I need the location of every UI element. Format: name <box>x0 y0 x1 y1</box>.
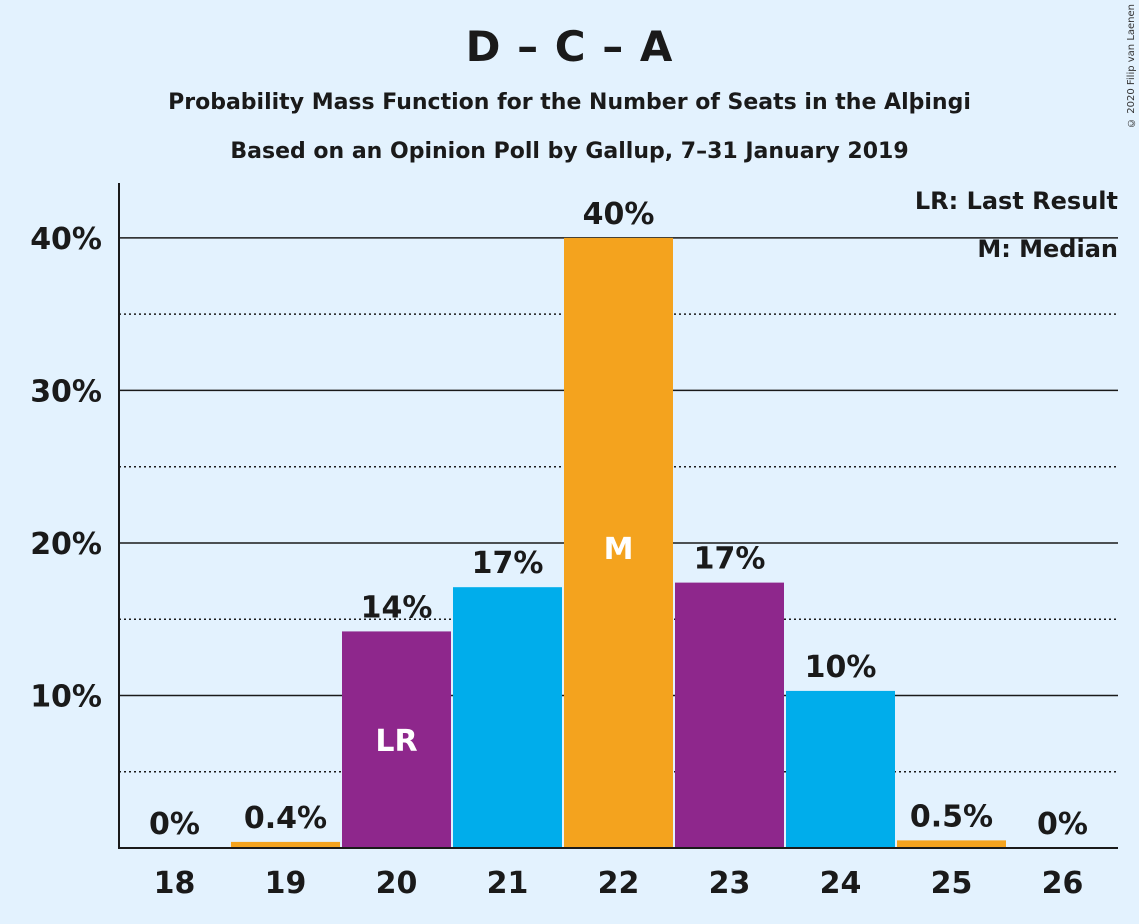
marker-lr: LR <box>375 724 417 759</box>
chart-subtitle: Probability Mass Function for the Number… <box>168 90 971 115</box>
value-label-20: 14% <box>361 590 433 625</box>
bars <box>231 237 1006 848</box>
value-label-21: 17% <box>472 546 544 581</box>
x-tick-label: 26 <box>1042 866 1084 901</box>
bar-19 <box>231 841 340 848</box>
chart-title: D – C – A <box>465 22 674 71</box>
data-labels: 0% 18 0.4% 19 14% 20 LR 17% 21 40% 22 M 17% 23 10% 24 0.… <box>149 197 1088 901</box>
x-tick-label: 22 <box>598 866 640 901</box>
value-label-23: 17% <box>694 542 766 577</box>
chart-subtitle-source: Based on an Opinion Poll by Gallup, 7–31… <box>230 139 909 164</box>
x-tick-label: 23 <box>709 866 751 901</box>
x-tick-label: 20 <box>376 866 418 901</box>
value-label-26: 0% <box>1037 807 1088 842</box>
x-tick-label: 21 <box>487 866 529 901</box>
bar-23 <box>675 582 784 848</box>
bar-24 <box>786 690 895 848</box>
marker-m: M <box>604 532 634 567</box>
value-label-18: 0% <box>149 807 200 842</box>
value-label-19: 0.4% <box>244 801 327 836</box>
legend-median: M: Median <box>977 235 1118 263</box>
value-label-25: 0.5% <box>910 799 993 834</box>
x-tick-label: 24 <box>820 866 862 901</box>
x-tick-label: 25 <box>931 866 973 901</box>
y-tick-label: 30% <box>30 374 102 409</box>
x-tick-label: 19 <box>265 866 307 901</box>
y-tick-label: 40% <box>30 222 102 257</box>
bar-20 <box>342 631 451 848</box>
bar-25 <box>897 840 1006 848</box>
y-tick-label: 20% <box>30 527 102 562</box>
bar-22 <box>564 237 673 848</box>
value-label-24: 10% <box>805 650 877 685</box>
y-tick-label: 10% <box>30 679 102 714</box>
axes <box>118 183 1118 849</box>
bar-21 <box>453 587 562 848</box>
legend-last-result: LR: Last Result <box>915 187 1118 215</box>
value-label-22: 40% <box>583 197 655 232</box>
x-tick-label: 18 <box>154 866 196 901</box>
